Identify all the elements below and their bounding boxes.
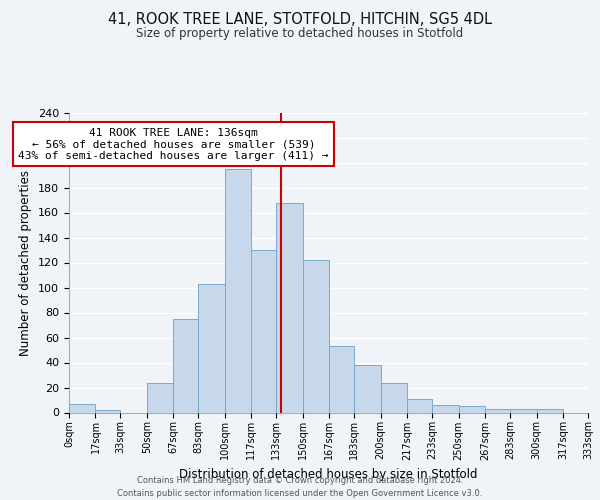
Text: Size of property relative to detached houses in Stotfold: Size of property relative to detached ho… — [136, 28, 464, 40]
Text: 41, ROOK TREE LANE, STOTFOLD, HITCHIN, SG5 4DL: 41, ROOK TREE LANE, STOTFOLD, HITCHIN, S… — [108, 12, 492, 28]
Bar — [147, 382, 173, 412]
Text: 41 ROOK TREE LANE: 136sqm
← 56% of detached houses are smaller (539)
43% of semi: 41 ROOK TREE LANE: 136sqm ← 56% of detac… — [18, 128, 329, 160]
Bar — [329, 346, 354, 412]
Y-axis label: Number of detached properties: Number of detached properties — [19, 170, 32, 356]
Bar — [199, 284, 225, 412]
Bar — [251, 250, 276, 412]
Bar — [458, 406, 485, 412]
Bar — [432, 405, 458, 412]
Bar — [69, 404, 95, 412]
Bar — [510, 409, 536, 412]
Bar — [173, 319, 199, 412]
X-axis label: Distribution of detached houses by size in Stotfold: Distribution of detached houses by size … — [179, 468, 478, 481]
Bar — [536, 409, 563, 412]
Bar — [276, 202, 303, 412]
Bar — [407, 399, 432, 412]
Bar — [354, 365, 381, 412]
Bar — [225, 169, 251, 412]
Text: Contains HM Land Registry data © Crown copyright and database right 2024.
Contai: Contains HM Land Registry data © Crown c… — [118, 476, 482, 498]
Bar — [303, 260, 329, 412]
Bar — [95, 410, 121, 412]
Bar — [485, 409, 510, 412]
Bar — [381, 382, 407, 412]
